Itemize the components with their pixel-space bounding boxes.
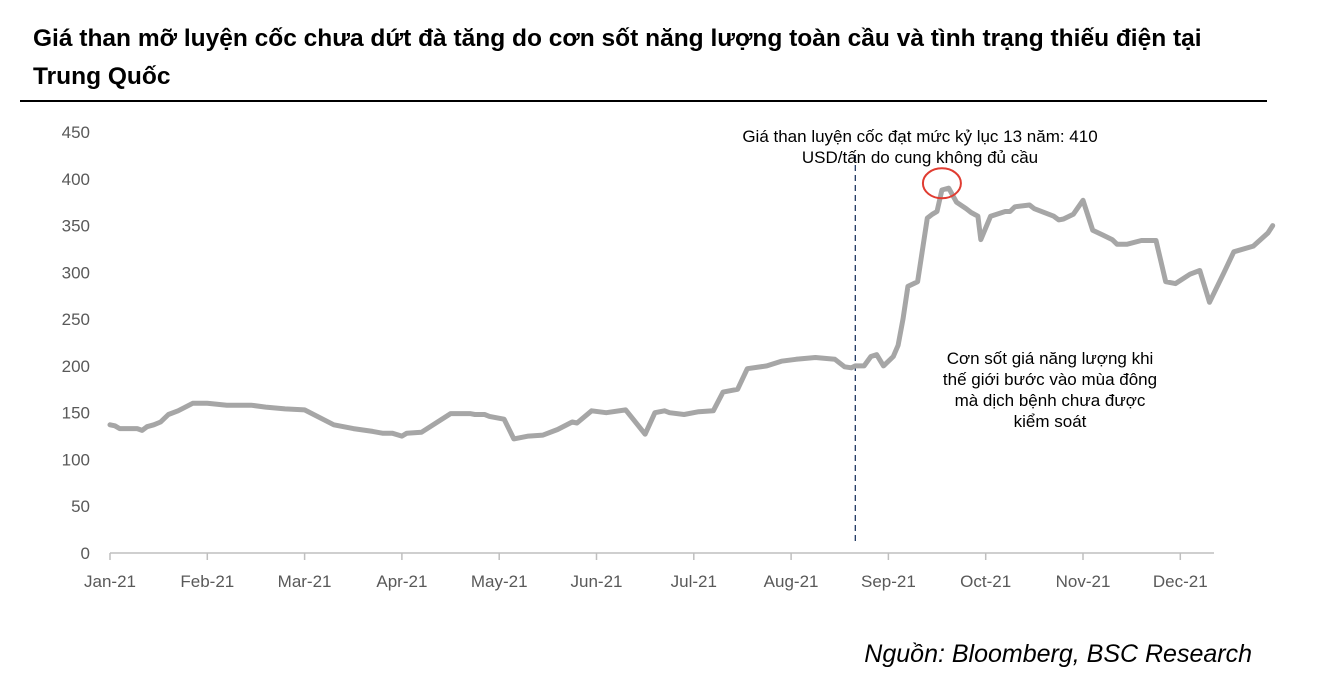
x-tick-label: Feb-21 (180, 572, 234, 591)
x-tick-label: May-21 (471, 572, 528, 591)
record-annotation-line-1: Giá than luyện cốc đạt mức kỷ lục 13 năm… (742, 127, 1098, 146)
energy-annotation-line-3: mà dịch bệnh chưa được (954, 391, 1146, 410)
energy-annotation-line-4: kiểm soát (1013, 412, 1087, 431)
x-tick-label: Mar-21 (278, 572, 332, 591)
x-tick-label: Jul-21 (671, 572, 717, 591)
chart-title: Giá than mỡ luyện cốc chưa dứt đà tăng d… (33, 25, 1202, 90)
x-axis-labels: Jan-21 Feb-21 Mar-21 Apr-21 May-21 Jun-21 Jul-… (84, 572, 1208, 591)
x-axis (109, 552, 1214, 560)
y-tick-label: 0 (81, 544, 90, 563)
source-note: Nguồn: Bloomberg, BSC Research (864, 640, 1252, 668)
x-tick-label: Oct-21 (960, 572, 1011, 591)
y-tick-label: 50 (71, 497, 90, 516)
y-tick-label: 300 (62, 263, 90, 282)
x-tick-label: Sep-21 (861, 572, 916, 591)
x-tick-label: Nov-21 (1056, 572, 1111, 591)
x-tick-label: Apr-21 (376, 572, 427, 591)
x-tick-label: Dec-21 (1153, 572, 1208, 591)
price-series-line (107, 185, 1276, 442)
energy-annotation: Cơn sốt giá năng lượng khi thế giới bước… (900, 348, 1200, 432)
energy-annotation-line-1: Cơn sốt giá năng lượng khi (946, 349, 1154, 368)
y-tick-label: 250 (62, 310, 90, 329)
record-annotation-line-2: USD/tấn do cung không đủ cầu (801, 148, 1039, 167)
title-divider (20, 100, 1267, 102)
y-tick-label: 200 (62, 357, 90, 376)
y-tick-label: 450 (62, 123, 90, 142)
record-high-circle (921, 167, 962, 200)
y-tick-label: 100 (62, 450, 90, 469)
x-tick-label: Aug-21 (764, 572, 819, 591)
y-tick-label: 350 (62, 217, 90, 236)
y-tick-label: 400 (62, 170, 90, 189)
y-tick-label: 150 (62, 404, 90, 423)
y-axis-labels: 0 50 100 150 200 250 300 350 400 450 (62, 123, 90, 563)
record-annotation: Giá than luyện cốc đạt mức kỷ lục 13 năm… (700, 126, 1140, 168)
energy-annotation-line-2: thế giới bước vào mùa đông (942, 370, 1158, 389)
x-tick-label: Jan-21 (84, 572, 136, 591)
x-tick-label: Jun-21 (571, 572, 623, 591)
